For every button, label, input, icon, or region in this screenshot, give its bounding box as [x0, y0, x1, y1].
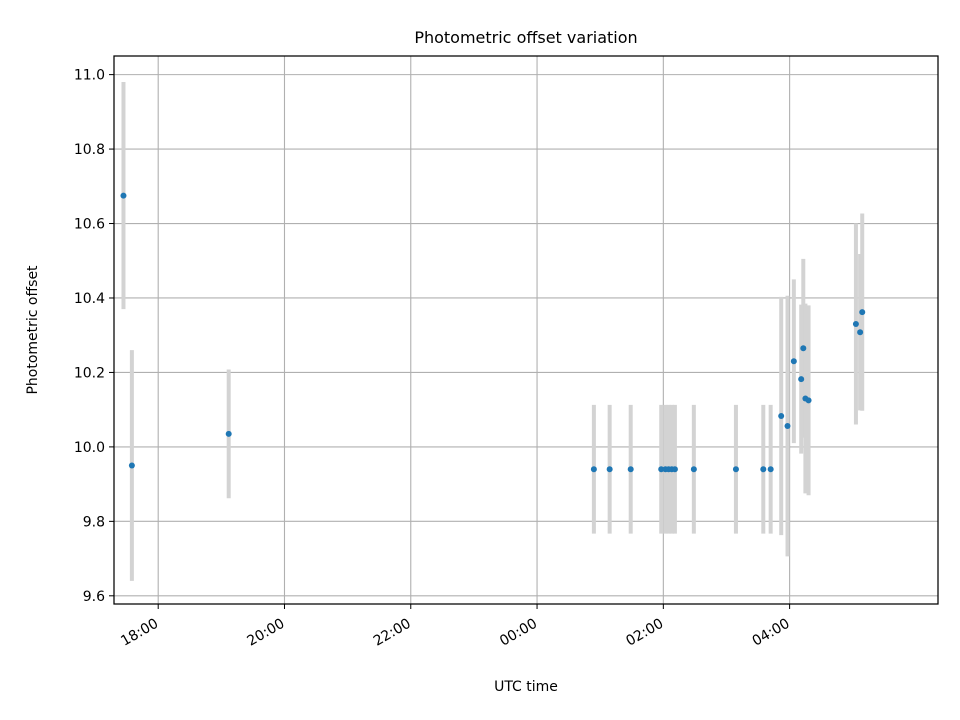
y-tick-label: 11.0	[74, 68, 105, 84]
chart-title: Photometric offset variation	[414, 28, 637, 47]
data-point	[778, 412, 785, 419]
x-axis-label: UTC time	[494, 679, 558, 695]
data-point	[658, 466, 665, 473]
data-point	[859, 309, 866, 316]
data-point	[857, 329, 864, 336]
y-tick-label: 10.4	[74, 291, 105, 307]
data-point	[784, 423, 791, 430]
data-point	[627, 466, 634, 473]
y-tick-label: 10.0	[74, 440, 105, 456]
data-point	[690, 466, 697, 473]
data-point	[767, 466, 774, 473]
y-axis-label: Photometric offset	[25, 265, 41, 395]
data-point	[790, 358, 797, 365]
y-tick-label: 9.6	[83, 589, 105, 605]
grid-lines	[114, 56, 938, 604]
y-tick-label: 9.8	[83, 514, 105, 530]
data-point	[225, 430, 232, 437]
data-point	[805, 397, 812, 404]
y-tick-label: 10.8	[74, 142, 105, 158]
data-point	[800, 345, 807, 352]
data-point	[606, 466, 613, 473]
y-tick-label: 10.2	[74, 365, 105, 381]
y-tick-label: 10.6	[74, 217, 105, 233]
data-point	[852, 321, 859, 328]
data-point	[798, 376, 805, 383]
plot-area-frame	[113, 55, 939, 605]
data-point	[671, 466, 678, 473]
data-points	[120, 192, 866, 473]
data-point	[128, 462, 135, 469]
data-point	[120, 192, 127, 199]
data-point	[760, 466, 767, 473]
data-point	[732, 466, 739, 473]
y-axis-ticks: 9.6 9.8 10.0 10.2 10.4 10.6 10.8 11.0	[74, 68, 114, 605]
data-point	[590, 466, 597, 473]
